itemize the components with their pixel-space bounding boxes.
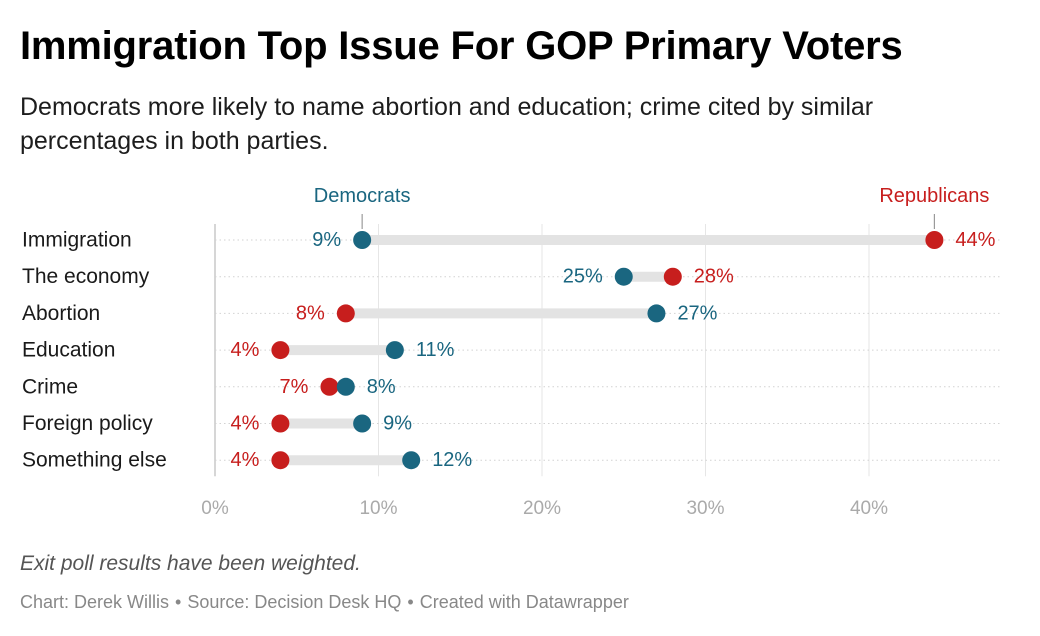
democrats-dot <box>402 451 421 470</box>
republicans-dot <box>663 267 682 286</box>
republicans-dot <box>271 414 290 433</box>
x-tick-label: 20% <box>523 498 561 519</box>
republicans-dot <box>271 341 290 360</box>
republicans-dot <box>336 304 355 323</box>
republicans-dot <box>925 231 944 249</box>
range-dot-chart: 0% 10% 20% 30% 40% Immigration The economy Abor… <box>22 185 1000 519</box>
democrats-value-label: 27% <box>677 302 717 324</box>
x-tick-label: 30% <box>686 498 724 519</box>
footer-separator: • <box>407 592 414 612</box>
democrats-dot <box>385 341 404 360</box>
democrats-value-label: 12% <box>432 449 472 471</box>
category-label: The economy <box>22 265 150 288</box>
footer-chart-credit: Chart: Derek Willis <box>20 592 170 612</box>
category-label: Foreign policy <box>22 412 153 435</box>
x-tick-label: 40% <box>850 498 888 519</box>
democrats-dot <box>614 267 633 286</box>
category-label: Education <box>22 339 115 362</box>
category-label: Abortion <box>22 302 100 325</box>
republicans-dot <box>320 377 339 396</box>
footer-tool: Created with Datawrapper <box>419 592 629 612</box>
footer-source: Source: Decision Desk HQ <box>187 592 402 612</box>
democrats-value-label: 8% <box>367 376 396 398</box>
footer-separator: • <box>175 592 182 612</box>
category-label: Something else <box>22 449 167 472</box>
republicans-legend-label: Republicans <box>879 185 989 207</box>
democrats-dot <box>353 231 372 249</box>
chart-title: Immigration Top Issue For GOP Primary Vo… <box>20 24 903 68</box>
republicans-value-label: 4% <box>230 339 259 361</box>
republicans-value-label: 7% <box>280 376 309 398</box>
republicans-value-label: 44% <box>955 229 995 251</box>
category-label: Immigration <box>22 229 132 252</box>
chart-subtitle: Democrats more likely to name abortion a… <box>20 93 874 155</box>
republicans-value-label: 4% <box>230 413 259 435</box>
chart-footer: Chart: Derek Willis • Source: Decision Des… <box>20 592 629 613</box>
democrats-value-label: 25% <box>563 266 603 288</box>
chart-note: Exit poll results have been weighted. <box>20 552 361 575</box>
democrats-value-label: 11% <box>416 339 455 361</box>
democrats-dot <box>353 414 372 433</box>
x-tick-label: 10% <box>359 498 397 519</box>
republicans-value-label: 4% <box>230 449 259 471</box>
republicans-value-label: 8% <box>296 302 325 324</box>
republicans-dot <box>271 451 290 470</box>
democrats-dot <box>647 304 666 323</box>
category-label: Crime <box>22 375 78 398</box>
x-tick-label: 0% <box>201 498 229 519</box>
democrats-dot <box>336 377 355 396</box>
democrats-value-label: 9% <box>383 413 412 435</box>
democrats-legend-label: Democrats <box>314 185 411 207</box>
democrats-value-label: 9% <box>312 229 341 251</box>
republicans-value-label: 28% <box>694 266 734 288</box>
